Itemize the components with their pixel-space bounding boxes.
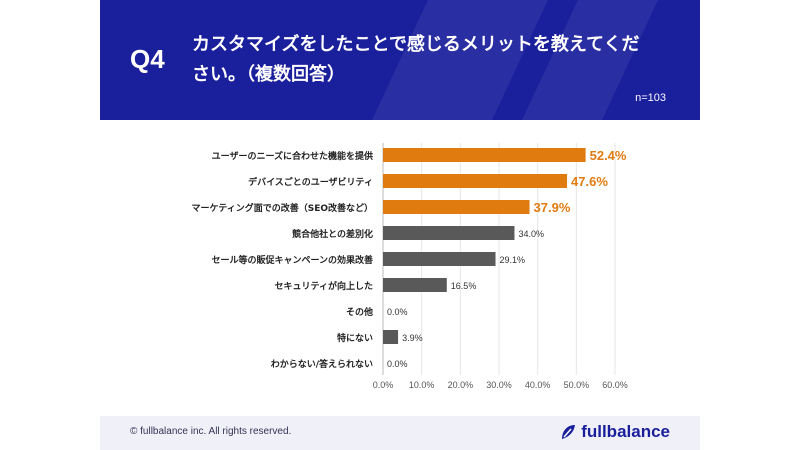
chart-header: Q4 カスタマイズをしたことで感じるメリットを教えてください。（複数回答） n=…: [100, 0, 700, 120]
x-tick-label: 20.0%: [448, 380, 474, 390]
category-label: その他: [346, 306, 373, 318]
bar-chart: 0.0% 10.0% 20.0% 30.0% 40.0% 50.0% 60.0% ユーザーのニ…: [191, 143, 628, 390]
question-number: Q4: [130, 44, 165, 74]
x-tick-label: 0.0%: [373, 380, 394, 390]
data-label: 34.0%: [518, 229, 544, 239]
data-label: 37.9%: [534, 200, 571, 215]
leaf-icon: [562, 425, 576, 439]
bar: [383, 148, 586, 162]
footer: © fullbalance inc. All rights reserved. …: [100, 416, 700, 450]
x-tick-label: 60.0%: [602, 380, 628, 390]
x-tick-label: 50.0%: [564, 380, 590, 390]
data-label: 52.4%: [590, 148, 627, 163]
logo-text: fullbalance: [581, 422, 670, 441]
data-label: 47.6%: [571, 174, 608, 189]
bar: [383, 174, 568, 188]
question-title: カスタマイズをしたことで感じるメリットを教えてください。（複数回答）: [192, 34, 640, 85]
category-label: マーケティング面での改善（SEO改善など）: [191, 202, 373, 214]
data-label: 0.0%: [387, 307, 408, 317]
category-label: 競合他社との差別化: [292, 228, 373, 240]
data-label: 16.5%: [451, 281, 477, 291]
bar: [383, 200, 530, 214]
bar: [383, 226, 515, 240]
bar: [383, 278, 447, 292]
category-label: セキュリティが向上した: [275, 280, 373, 292]
x-tick-label: 30.0%: [486, 380, 512, 390]
category-label: ユーザーのニーズに合わせた機能を提供: [212, 150, 373, 162]
data-label: 0.0%: [387, 359, 408, 369]
brand-logo: fullbalance: [559, 422, 670, 442]
category-label: わからない/答えられない: [271, 358, 373, 370]
copyright-text: © fullbalance inc. All rights reserved.: [130, 426, 292, 437]
bar: [383, 330, 399, 344]
category-label: デバイスごとのユーザビリティ: [248, 176, 373, 188]
category-label: セール等の販促キャンペーンの効果改善: [211, 254, 373, 266]
category-label: 特にない: [337, 332, 373, 344]
x-tick-label: 40.0%: [525, 380, 551, 390]
data-label: 3.9%: [402, 333, 423, 343]
data-label: 29.1%: [500, 255, 526, 265]
bar: [383, 252, 496, 266]
x-tick-label: 10.0%: [409, 380, 435, 390]
sample-size: n=103: [635, 92, 666, 104]
